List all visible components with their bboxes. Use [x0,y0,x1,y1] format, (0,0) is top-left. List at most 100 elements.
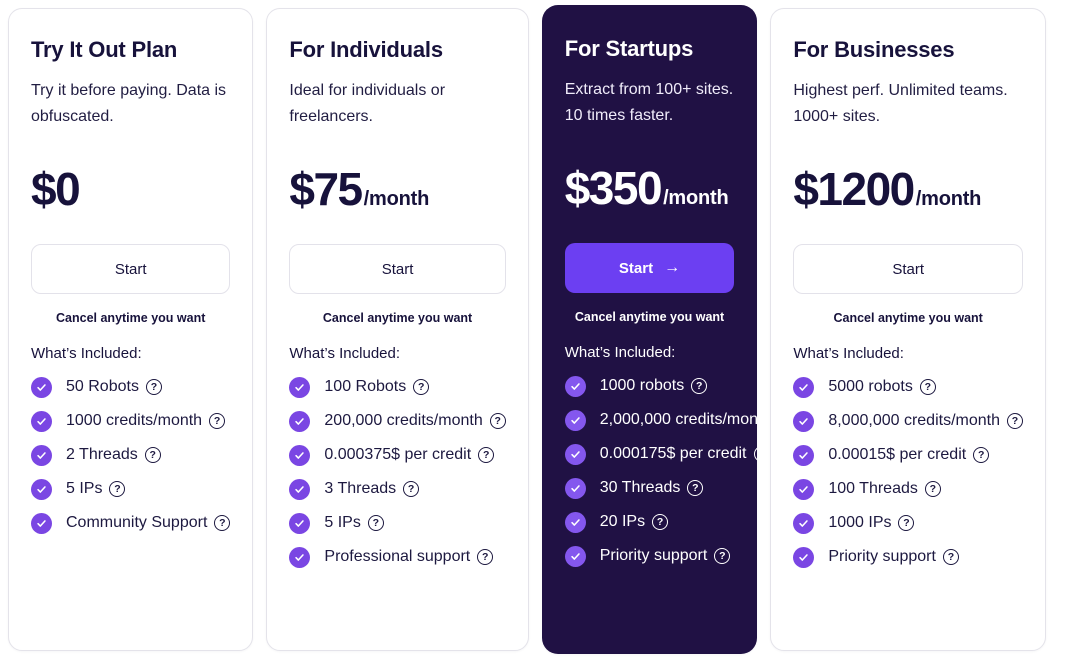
feature-label: 5000 robots [828,378,913,396]
price-period: /month [915,188,982,211]
plan-title: Try It Out Plan [31,37,178,62]
feature-label: 5 IPs [324,514,361,532]
help-icon[interactable]: ? [403,481,420,498]
feature-label: 0.000375$ per credit [324,446,472,464]
help-icon[interactable]: ? [973,447,990,464]
help-icon[interactable]: ? [489,413,506,430]
feature-item: Community Support ? [31,511,231,535]
help-icon[interactable]: ? [691,378,708,395]
help-icon[interactable]: ? [714,548,731,565]
start-button-label: Start [892,260,924,278]
feature-item: 0.000375$ per credit ? [289,443,505,467]
check-icon [289,512,311,534]
check-icon [289,478,311,500]
help-icon[interactable]: ? [214,515,231,532]
help-icon[interactable]: ? [898,515,915,532]
check-icon [793,546,815,568]
check-icon [793,444,815,466]
feature-label: 1000 IPs [828,514,892,532]
feature-label: Priority support [599,547,708,565]
pricing-card: Try It Out Plan Try it before paying. Da… [8,8,254,651]
start-button[interactable]: Start [793,244,1023,295]
feature-label: 0.000175$ per credit [599,445,747,463]
cancel-note: Cancel anytime you want [322,311,473,326]
feature-item: 8,000,000 credits/month ? [793,409,1023,433]
feature-label: 30 Threads [599,479,681,497]
feature-label: 2,000,000 credits/month [599,411,758,429]
feature-label: 100 Robots [324,378,407,396]
feature-item: 1000 credits/month ? [31,409,230,433]
check-icon [31,444,52,466]
help-icon[interactable]: ? [652,514,669,531]
check-icon [289,546,311,568]
feature-item: 0.00015$ per credit ? [793,443,1023,467]
help-icon[interactable]: ? [145,379,162,396]
help-icon[interactable]: ? [942,549,959,566]
included-heading: What’s Included: [289,345,401,363]
check-icon [289,376,311,398]
help-icon[interactable]: ? [413,379,430,396]
plan-title: For Individuals [289,37,443,62]
help-icon[interactable]: ? [687,480,704,497]
feature-item: 50 Robots ? [31,375,230,399]
feature-label: 100 Threads [828,480,918,498]
feature-item: Priority support ? [793,545,1023,569]
features-list: 5000 robots ? 8,000,000 credits/month ? … [793,375,1023,569]
price-amount: $1200 [793,163,915,216]
feature-item: 5 IPs ? [289,511,505,535]
pricing-card: For Individuals Ideal for individuals or… [266,8,529,651]
help-icon[interactable]: ? [109,481,126,498]
price-amount: $75 [289,163,363,216]
plan-description: Extract from 100+ sites. 10 times faster… [564,81,734,125]
help-icon[interactable]: ? [753,446,758,463]
feature-label: 5 IPs [66,480,103,498]
feature-label: 20 IPs [599,513,646,531]
feature-item: 2,000,000 credits/month ? [564,408,757,432]
feature-item: 100 Robots ? [289,375,505,399]
start-button[interactable]: Start → [564,243,735,294]
help-icon[interactable]: ? [478,447,495,464]
feature-label: Professional support [324,548,471,566]
feature-item: Professional support ? [289,545,505,569]
help-icon[interactable]: ? [144,447,161,464]
feature-item: 100 Threads ? [793,477,1023,501]
help-icon[interactable]: ? [924,481,941,498]
feature-label: Priority support [828,548,936,566]
check-icon [793,512,815,534]
check-icon [31,410,52,432]
arrow-right-icon: → [664,259,681,277]
start-button[interactable]: Start [31,244,231,295]
check-icon [289,410,311,432]
feature-label: 0.00015$ per credit [828,446,967,464]
feature-item: 1000 robots ? [564,374,735,398]
included-heading: What’s Included: [793,345,904,363]
feature-label: 2 Threads [66,446,138,464]
price-period: /month [363,188,430,211]
check-icon [31,376,52,398]
features-list: 1000 robots ? 2,000,000 credits/month ? … [564,374,758,568]
help-icon[interactable]: ? [919,379,936,396]
price-amount: $350 [564,162,663,215]
included-heading: What’s Included: [31,345,142,363]
plan-price: $0 [31,166,230,212]
feature-label: 3 Threads [324,480,397,498]
feature-label: Community Support [66,514,208,532]
help-icon[interactable]: ? [477,549,494,566]
plan-price: $350 /month [565,165,735,211]
check-icon [31,512,52,534]
start-button[interactable]: Start [289,244,506,295]
features-list: 100 Robots ? 200,000 credits/month ? 0.0… [289,375,506,569]
plan-description: Ideal for individuals or freelancers. [289,82,446,126]
help-icon[interactable]: ? [367,515,384,532]
help-icon[interactable]: ? [209,413,226,430]
feature-label: 50 Robots [66,378,139,396]
plan-description: Try it before paying. Data is obfuscated… [31,82,227,126]
feature-label: 1000 robots [599,377,685,395]
check-icon [793,376,815,398]
help-icon[interactable]: ? [1007,413,1023,430]
feature-label: 200,000 credits/month [324,412,483,430]
check-icon [564,409,586,431]
feature-item: 5 IPs ? [31,477,230,501]
included-heading: What’s Included: [564,344,676,362]
